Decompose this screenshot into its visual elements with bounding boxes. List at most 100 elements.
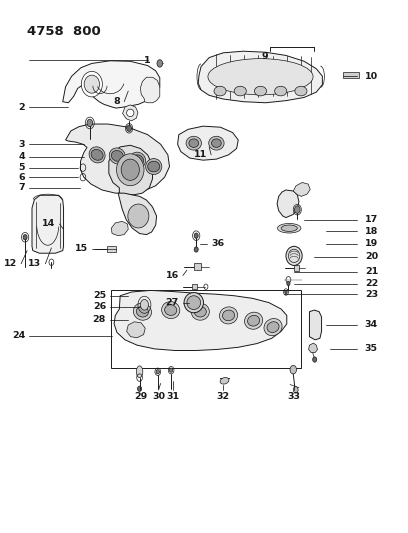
- Polygon shape: [126, 322, 145, 338]
- Text: 15: 15: [75, 245, 88, 254]
- Ellipse shape: [91, 149, 103, 160]
- Ellipse shape: [208, 59, 313, 95]
- Ellipse shape: [117, 154, 144, 185]
- Text: 35: 35: [365, 344, 378, 353]
- Text: 31: 31: [166, 392, 179, 401]
- Text: 19: 19: [365, 239, 378, 248]
- Bar: [107, 246, 116, 252]
- Text: 7: 7: [18, 183, 25, 192]
- Circle shape: [157, 60, 163, 67]
- Bar: [111, 290, 302, 368]
- Ellipse shape: [136, 306, 149, 317]
- Ellipse shape: [286, 246, 302, 265]
- Ellipse shape: [162, 302, 180, 319]
- Circle shape: [313, 357, 317, 362]
- Text: 28: 28: [93, 315, 106, 324]
- Ellipse shape: [126, 109, 134, 117]
- Ellipse shape: [131, 155, 144, 166]
- Circle shape: [140, 300, 149, 310]
- Text: 6: 6: [18, 173, 25, 182]
- Ellipse shape: [136, 366, 143, 377]
- Ellipse shape: [234, 86, 246, 96]
- Text: 17: 17: [365, 215, 378, 224]
- Ellipse shape: [128, 204, 149, 228]
- Text: 8: 8: [113, 97, 120, 106]
- Text: 21: 21: [365, 268, 378, 276]
- Text: 9: 9: [261, 52, 268, 61]
- Polygon shape: [122, 105, 138, 121]
- Ellipse shape: [148, 161, 160, 172]
- Ellipse shape: [81, 71, 102, 97]
- Ellipse shape: [165, 305, 177, 316]
- Ellipse shape: [209, 136, 224, 150]
- Text: 22: 22: [365, 279, 378, 288]
- Circle shape: [194, 233, 198, 238]
- Circle shape: [169, 368, 173, 372]
- Text: 3: 3: [19, 140, 25, 149]
- Circle shape: [23, 235, 27, 240]
- Text: 23: 23: [365, 289, 378, 298]
- Text: 12: 12: [4, 260, 17, 268]
- Ellipse shape: [275, 86, 287, 96]
- Ellipse shape: [277, 223, 301, 233]
- Polygon shape: [109, 146, 153, 195]
- Bar: [192, 284, 197, 289]
- Text: 13: 13: [28, 260, 41, 268]
- Circle shape: [285, 290, 287, 294]
- Polygon shape: [308, 343, 317, 353]
- Ellipse shape: [220, 307, 237, 324]
- Text: 10: 10: [365, 71, 378, 80]
- Ellipse shape: [186, 136, 202, 150]
- Text: 4758  800: 4758 800: [27, 25, 101, 38]
- Polygon shape: [177, 126, 238, 160]
- Polygon shape: [118, 193, 157, 235]
- Text: 25: 25: [93, 291, 106, 300]
- Circle shape: [295, 206, 300, 213]
- Polygon shape: [198, 51, 322, 103]
- Text: 4: 4: [18, 152, 25, 161]
- Ellipse shape: [194, 306, 206, 317]
- Text: 34: 34: [365, 320, 378, 329]
- Text: 30: 30: [152, 392, 165, 401]
- Ellipse shape: [84, 75, 100, 93]
- Circle shape: [137, 386, 142, 391]
- Text: 18: 18: [365, 227, 378, 236]
- Ellipse shape: [109, 148, 125, 164]
- Circle shape: [87, 119, 93, 127]
- Text: 33: 33: [288, 392, 301, 401]
- Ellipse shape: [281, 225, 297, 231]
- Text: 5: 5: [19, 163, 25, 172]
- Bar: [194, 263, 201, 270]
- Ellipse shape: [146, 159, 162, 174]
- Ellipse shape: [255, 86, 266, 96]
- Ellipse shape: [222, 310, 235, 321]
- Circle shape: [156, 369, 160, 374]
- Polygon shape: [66, 124, 169, 193]
- Ellipse shape: [89, 147, 105, 163]
- Bar: [294, 265, 299, 271]
- Text: 32: 32: [217, 392, 230, 401]
- Polygon shape: [293, 182, 310, 196]
- Ellipse shape: [187, 296, 201, 310]
- Ellipse shape: [248, 316, 259, 326]
- Text: 26: 26: [93, 302, 106, 311]
- Text: 14: 14: [42, 220, 55, 229]
- Ellipse shape: [121, 159, 140, 180]
- Ellipse shape: [244, 312, 263, 329]
- Polygon shape: [32, 195, 64, 253]
- Polygon shape: [277, 190, 299, 217]
- Ellipse shape: [111, 150, 123, 161]
- Ellipse shape: [133, 303, 151, 320]
- Ellipse shape: [214, 86, 226, 96]
- Text: 11: 11: [194, 150, 207, 159]
- Ellipse shape: [267, 322, 279, 333]
- Polygon shape: [114, 290, 287, 351]
- Circle shape: [287, 281, 290, 286]
- Polygon shape: [63, 61, 160, 108]
- Text: 29: 29: [134, 392, 147, 401]
- Text: 1: 1: [144, 56, 151, 64]
- Ellipse shape: [129, 152, 146, 168]
- Text: 2: 2: [18, 102, 25, 111]
- Text: 20: 20: [365, 253, 378, 261]
- Ellipse shape: [264, 319, 282, 336]
